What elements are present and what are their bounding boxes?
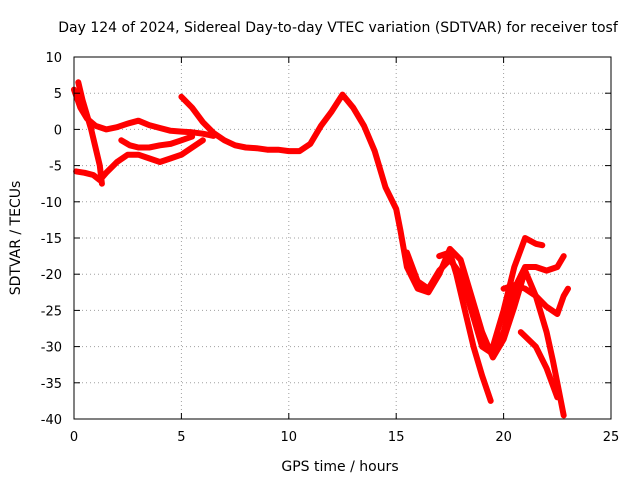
y-tick-label: -35 — [41, 377, 62, 392]
x-tick-label: 20 — [495, 430, 512, 445]
x-tick-labels: 0 5 10 15 20 25 — [70, 430, 619, 445]
chart-title: Day 124 of 2024, Sidereal Day-to-day VTE… — [58, 20, 619, 36]
series-track-2 — [75, 79, 105, 187]
y-tick-label: -5 — [49, 160, 62, 175]
ticks — [73, 56, 612, 420]
x-tick-label: 25 — [603, 430, 620, 445]
y-tick-label: -15 — [41, 232, 62, 247]
y-tick-labels: -40 -35 -30 -25 -20 -15 -10 -5 0 5 10 — [41, 51, 62, 428]
x-axis-title: GPS time / hours — [281, 459, 398, 475]
series-track-7 — [436, 249, 494, 404]
y-tick-label: 5 — [54, 87, 62, 102]
x-tick-label: 0 — [70, 430, 78, 445]
y-tick-label: -30 — [41, 341, 62, 356]
y-axis-title: SDTVAR / TECUs — [8, 181, 24, 296]
y-tick-label: 10 — [45, 51, 62, 66]
series-track-10 — [517, 329, 561, 401]
x-tick-label: 15 — [388, 430, 405, 445]
series-track-4 — [118, 133, 196, 151]
series-group — [71, 79, 571, 419]
x-tick-label: 5 — [177, 430, 185, 445]
y-tick-label: -10 — [41, 196, 62, 211]
series-track-8 — [489, 235, 546, 350]
series-track-3 — [73, 137, 206, 184]
series-track-5 — [178, 91, 567, 419]
x-tick-label: 10 — [281, 430, 298, 445]
y-tick-label: -20 — [41, 268, 62, 283]
y-tick-label: 0 — [54, 123, 62, 138]
y-tick-label: -25 — [41, 304, 62, 319]
series-track-6 — [403, 249, 567, 357]
series-track-9 — [500, 282, 571, 317]
y-tick-label: -40 — [41, 413, 62, 428]
